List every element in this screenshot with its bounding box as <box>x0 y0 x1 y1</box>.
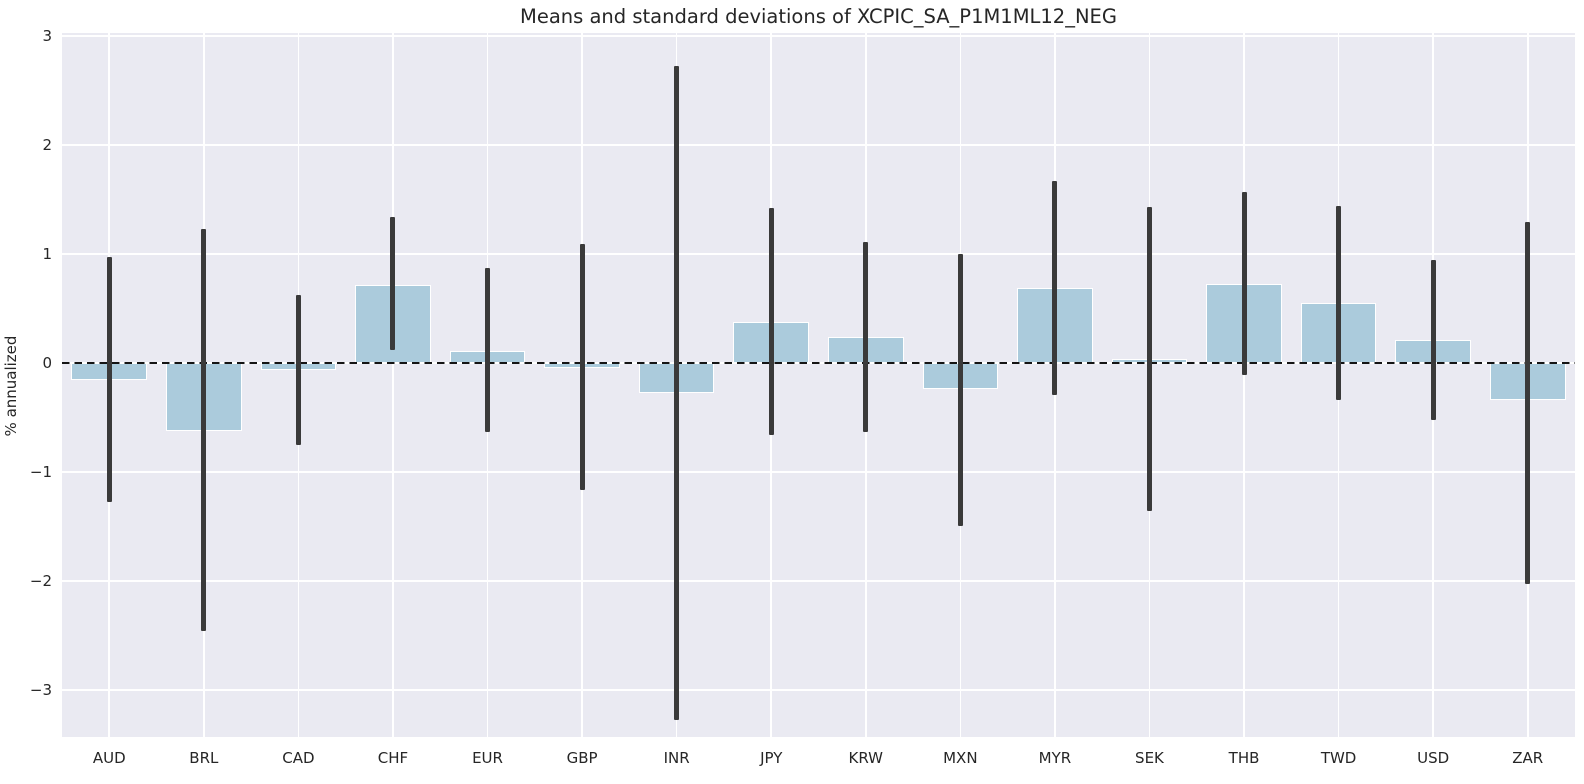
error-bar-CAD <box>295 294 301 445</box>
plot-area <box>62 33 1575 737</box>
x-tick-label-THB: THB <box>1228 749 1260 767</box>
x-tick-label-GBP: GBP <box>566 749 598 767</box>
x-tick-label-KRW: KRW <box>848 749 884 767</box>
error-bar-CHF <box>390 217 396 351</box>
chart-title: Means and standard deviations of XCPIC_S… <box>520 5 1117 28</box>
error-bar-USD <box>1430 259 1436 420</box>
y-tick-label-2: 2 <box>42 135 52 154</box>
v-gridline-THB <box>1243 33 1245 737</box>
error-bar-AUD <box>106 257 112 502</box>
error-bar-JPY <box>768 208 774 436</box>
y-tick-label-0: 0 <box>42 353 52 372</box>
error-bar-THB <box>1241 192 1247 376</box>
x-tick-label-CAD: CAD <box>282 749 315 767</box>
x-tick-label-MYR: MYR <box>1038 749 1072 767</box>
error-bar-BRL <box>201 229 207 632</box>
error-bar-ZAR <box>1525 221 1531 585</box>
error-bar-GBP <box>579 244 585 490</box>
error-bar-TWD <box>1336 206 1342 401</box>
y-tick-label-3: 3 <box>42 26 52 45</box>
h-gridline--2 <box>62 580 1575 582</box>
v-gridline-CHF <box>392 33 394 737</box>
x-tick-label-BRL: BRL <box>189 749 219 767</box>
error-bar-MYR <box>1052 181 1058 395</box>
y-tick-label--3: −3 <box>29 680 52 699</box>
h-gridline-1 <box>62 253 1575 256</box>
x-tick-label-JPY: JPY <box>760 749 783 767</box>
error-bar-MXN <box>957 254 963 526</box>
x-tick-label-TWD: TWD <box>1320 749 1357 767</box>
error-bar-INR <box>674 65 680 720</box>
y-tick-label-1: 1 <box>42 244 52 263</box>
error-bar-KRW <box>863 242 869 432</box>
y-tick-label--2: −2 <box>29 571 52 590</box>
x-tick-label-MXN: MXN <box>943 749 978 767</box>
error-bar-SEK <box>1146 207 1152 512</box>
h-gridline-2 <box>62 144 1575 147</box>
h-gridline--3 <box>62 689 1575 691</box>
h-gridline-3 <box>62 35 1575 38</box>
x-tick-label-INR: INR <box>663 749 690 767</box>
x-tick-label-EUR: EUR <box>472 749 503 767</box>
x-tick-label-CHF: CHF <box>377 749 409 767</box>
x-tick-label-ZAR: ZAR <box>1512 749 1544 767</box>
y-axis-label: % annualized <box>2 335 20 437</box>
x-tick-label-AUD: AUD <box>92 749 126 767</box>
y-tick-label--1: −1 <box>29 462 52 481</box>
h-gridline--1 <box>62 471 1575 473</box>
x-tick-label-SEK: SEK <box>1135 749 1164 767</box>
error-bar-EUR <box>485 268 491 432</box>
x-tick-label-USD: USD <box>1417 749 1450 767</box>
zero-line <box>62 362 1575 365</box>
